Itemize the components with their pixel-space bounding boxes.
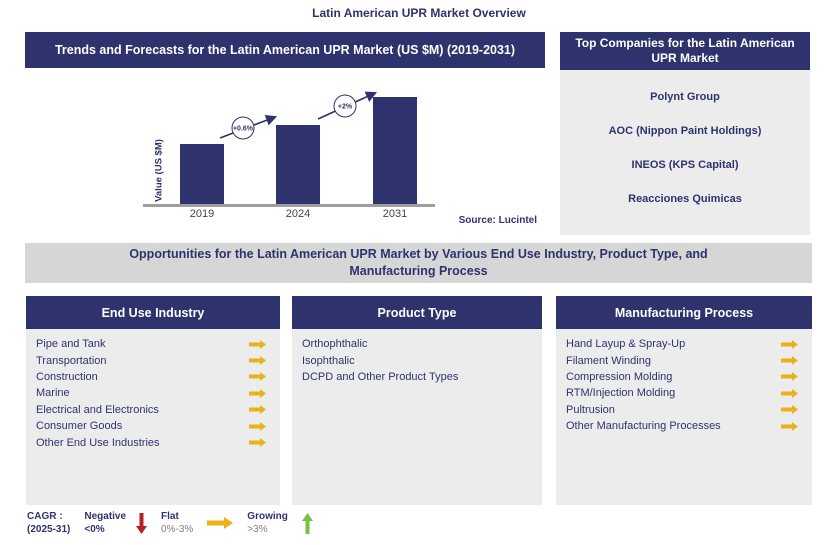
flat-right-arrow-icon [207, 517, 234, 529]
trends-bar-chart: Value (US $M) 2019 2024 2031 +0.6% +2% Sou… [25, 75, 545, 235]
legend-entry-growing: Growing >3% [247, 511, 288, 535]
legend-entry-negative: Negative <0% [84, 511, 127, 535]
list-item-label: Isophthalic [302, 354, 355, 367]
list-item-label: Consumer Goods [36, 420, 123, 433]
list-item-label: Construction [36, 370, 98, 383]
list-item: Consumer Goods [36, 418, 266, 434]
product-type-list: Orthophthalic Isophthalic DCPD and Other P… [292, 329, 542, 505]
list-item: Orthophthalic [302, 336, 528, 352]
flat-trend-arrow-icon [249, 372, 266, 382]
negative-down-arrow-icon [136, 513, 148, 534]
list-item-label: Hand Layup & Spray-Up [566, 338, 686, 351]
list-item-label: Orthophthalic [302, 338, 368, 351]
list-item: Filament Winding [566, 352, 798, 368]
list-item: Pultrusion [566, 402, 798, 418]
flat-trend-arrow-icon [249, 388, 266, 398]
cagr-legend-title: CAGR : (2025-31) [27, 511, 71, 535]
opportunities-band: Opportunities for the Latin American UPR… [25, 243, 812, 283]
growing-up-arrow-icon [301, 513, 313, 534]
growth-arrow-2 [317, 91, 378, 120]
list-item-label: Other Manufacturing Processes [566, 420, 721, 433]
list-item-label: RTM/Injection Molding [566, 387, 676, 400]
growth-badge-1 [231, 116, 255, 140]
growth-badge-2 [333, 94, 357, 118]
company-name: INEOS (KPS Capital) [631, 159, 739, 171]
growth-arrow-1 [219, 114, 278, 139]
flat-trend-arrow-icon [249, 421, 266, 431]
end-use-industry-header: End Use Industry [26, 296, 280, 329]
top-companies-list: Polynt Group AOC (Nippon Paint Holdings)… [560, 70, 810, 235]
page-title: Latin American UPR Market Overview [312, 6, 526, 20]
list-item-label: Pultrusion [566, 403, 615, 416]
chart-y-axis-label: Value (US $M) [153, 139, 165, 202]
list-item: Electrical and Electronics [36, 402, 266, 418]
flat-trend-arrow-icon [781, 339, 798, 349]
cagr-legend: CAGR : (2025-31) Negative <0% Flat 0%-3%… [27, 511, 313, 536]
list-item: Other Manufacturing Processes [566, 418, 798, 434]
bar-2024 [276, 125, 320, 204]
flat-trend-arrow-icon [781, 421, 798, 431]
list-item: DCPD and Other Product Types [302, 369, 528, 385]
list-item-label: Pipe and Tank [36, 338, 106, 351]
x-tick-label: 2019 [189, 208, 215, 220]
top-companies-header: Top Companies for the Latin American UPR… [560, 32, 810, 70]
bar-2031 [373, 97, 417, 204]
flat-trend-arrow-icon [781, 405, 798, 415]
flat-trend-arrow-icon [249, 356, 266, 366]
bar-2019 [180, 144, 224, 204]
manufacturing-process-header: Manufacturing Process [556, 296, 812, 329]
x-tick-label: 2024 [285, 208, 311, 220]
manufacturing-process-list: Hand Layup & Spray-Up Filament Winding Com… [556, 329, 812, 505]
list-item-label: Transportation [36, 354, 107, 367]
list-item-label: Filament Winding [566, 354, 651, 367]
trends-panel-header: Trends and Forecasts for the Latin Ameri… [25, 32, 545, 68]
company-name: AOC (Nippon Paint Holdings) [608, 125, 762, 137]
source-attribution: Source: Lucintel [458, 215, 537, 226]
growth-label-2: +2% [338, 104, 353, 111]
list-item: Hand Layup & Spray-Up [566, 336, 798, 352]
flat-trend-arrow-icon [781, 356, 798, 366]
list-item: Construction [36, 369, 266, 385]
flat-trend-arrow-icon [249, 405, 266, 415]
flat-trend-arrow-icon [781, 372, 798, 382]
list-item: Pipe and Tank [36, 336, 266, 352]
list-item: Compression Molding [566, 369, 798, 385]
list-item: Transportation [36, 352, 266, 368]
company-name: Polynt Group [650, 91, 720, 103]
legend-entry-flat: Flat 0%-3% [161, 511, 194, 535]
chart-x-axis-line [143, 204, 435, 207]
end-use-industry-list: Pipe and Tank Transportation Construction M… [26, 329, 280, 505]
list-item: Marine [36, 385, 266, 401]
flat-trend-arrow-icon [781, 388, 798, 398]
list-item: RTM/Injection Molding [566, 385, 798, 401]
company-name: Reacciones Quimicas [628, 193, 742, 205]
list-item: Isophthalic [302, 352, 528, 368]
list-item-label: Electrical and Electronics [36, 403, 159, 416]
flat-trend-arrow-icon [249, 438, 266, 448]
list-item-label: Marine [36, 387, 70, 400]
x-tick-label: 2031 [382, 208, 408, 220]
flat-trend-arrow-icon [249, 339, 266, 349]
growth-label-1: +0.6% [233, 126, 254, 133]
product-type-header: Product Type [292, 296, 542, 329]
list-item-label: Compression Molding [566, 370, 673, 383]
list-item: Other End Use Industries [36, 434, 266, 450]
list-item-label: Other End Use Industries [36, 436, 160, 449]
list-item-label: DCPD and Other Product Types [302, 370, 459, 383]
